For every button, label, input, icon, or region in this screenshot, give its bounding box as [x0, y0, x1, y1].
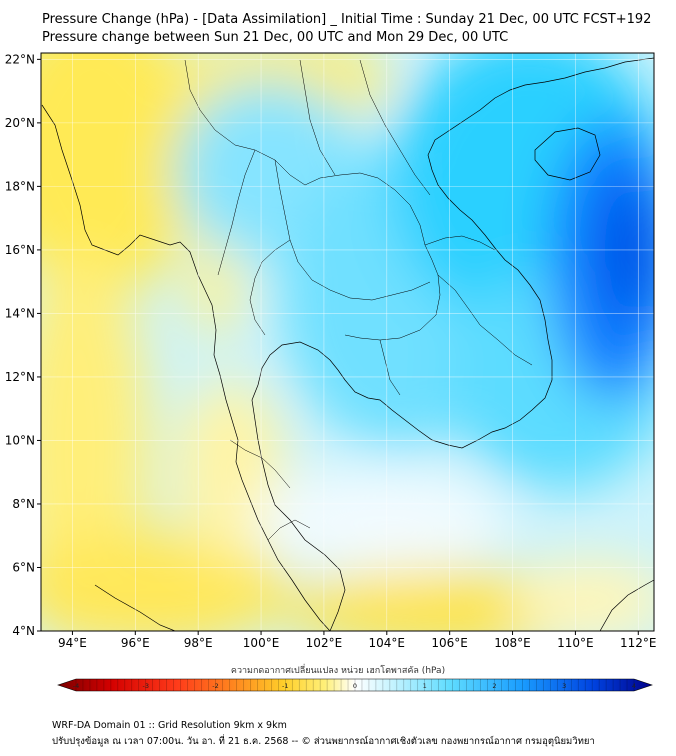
colorbar-tick-label: 0: [353, 682, 357, 690]
colorbar-tick-label: -1: [282, 682, 288, 690]
lat-tick-label: 6°N: [12, 560, 35, 574]
colorbar-tick-label: 4: [632, 682, 636, 690]
lon-tick-label: 98°E: [184, 636, 213, 650]
colorbar-title: ความกดอากาศเปลี่ยนแปลง หน่วย เฮกโตพาสคัล…: [230, 666, 446, 676]
country-borders: [184, 59, 533, 541]
map-title: Pressure Change (hPa) - [Data Assimilati…: [42, 12, 652, 27]
graticule: [41, 53, 654, 632]
map-frame: [40, 52, 655, 632]
model-info: WRF-DA Domain 01 :: Grid Resolution 9km …: [52, 720, 287, 731]
lat-tick-label: 18°N: [5, 179, 35, 193]
lat-tick-label: 20°N: [5, 116, 35, 130]
colorbar-tick-label: -3: [143, 682, 149, 690]
update-credit: ปรับปรุงข้อมูล ณ เวลา 07:00น. วัน อา. ที…: [52, 736, 595, 747]
latitude-axis: 22°N 20°N 18°N 16°N 14°N 12°N 10°N 8°N 6°N 4°N: [5, 52, 41, 638]
lon-tick-label: 94°E: [58, 636, 87, 650]
colorbar-tick-label: -4: [73, 682, 79, 690]
lon-tick-label: 100°E: [243, 636, 280, 650]
lat-tick-label: 10°N: [5, 433, 35, 447]
colorbar-tick-label: 1: [423, 682, 427, 690]
lon-tick-label: 108°E: [494, 636, 531, 650]
lon-tick-label: 96°E: [121, 636, 150, 650]
pressure-field: [41, 53, 654, 631]
lon-tick-label: 112°E: [620, 636, 657, 650]
longitude-axis: 94°E 96°E 98°E 100°E 102°E 104°E 106°E 108°E 110…: [58, 631, 657, 650]
lon-tick-label: 104°E: [369, 636, 406, 650]
lat-tick-label: 8°N: [12, 497, 35, 511]
map-subtitle: Pressure change between Sun 21 Dec, 00 U…: [42, 30, 509, 45]
lon-tick-label: 110°E: [557, 636, 594, 650]
lat-tick-label: 12°N: [5, 370, 35, 384]
colorbar-tick-label: -2: [212, 682, 218, 690]
lat-tick-label: 22°N: [5, 52, 35, 66]
colorbar-tick-label: 3: [562, 682, 566, 690]
lat-tick-label: 4°N: [12, 624, 35, 638]
lon-tick-label: 102°E: [306, 636, 343, 650]
lat-tick-label: 16°N: [5, 243, 35, 257]
coastlines: [41, 57, 654, 631]
lon-tick-label: 106°E: [431, 636, 468, 650]
colorbar-tick-label: 2: [492, 682, 496, 690]
lat-tick-label: 14°N: [5, 306, 35, 320]
colorbar: -4 -3 -2 -1 0 1 2 3 4: [57, 678, 653, 692]
